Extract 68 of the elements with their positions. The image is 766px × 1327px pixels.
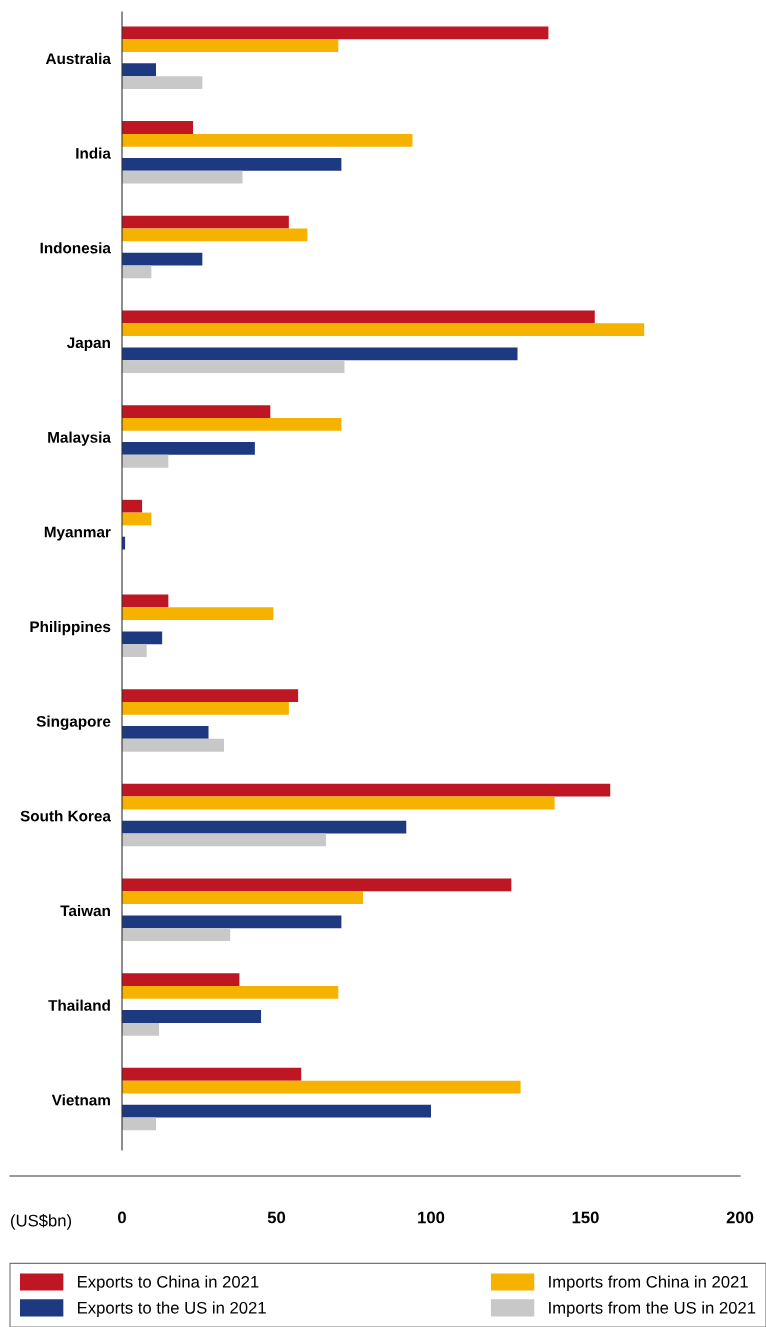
bar	[122, 689, 299, 702]
bar	[122, 323, 645, 337]
y-tick-label: Singapore	[36, 715, 111, 730]
bar	[122, 133, 413, 147]
bar	[122, 644, 147, 657]
bar	[122, 928, 231, 941]
bar	[122, 738, 224, 752]
y-tick-label: South Korea	[20, 810, 111, 822]
bar	[122, 26, 549, 40]
bar	[122, 454, 169, 468]
bar	[122, 63, 156, 77]
bar	[122, 158, 342, 171]
x-axis-title: (US$bn)	[11, 1213, 72, 1230]
bar	[122, 1080, 521, 1094]
bar	[122, 891, 364, 905]
bar	[122, 1010, 262, 1023]
x-tick-label: 100	[418, 1211, 445, 1224]
legend-label: Imports from China in 2021	[549, 1275, 748, 1292]
bar	[122, 499, 143, 513]
x-tick-label: 150	[572, 1211, 599, 1224]
x-tick-label: 200	[726, 1211, 754, 1224]
y-tick-label: India	[76, 147, 111, 159]
bar	[122, 252, 203, 266]
bar	[122, 1067, 302, 1081]
legend-label: Imports from the US in 2021	[549, 1301, 756, 1317]
bar	[122, 442, 255, 455]
y-tick-label: Australia	[45, 52, 111, 65]
bar	[122, 121, 194, 134]
legend-label: Exports to the US in 2021	[78, 1301, 266, 1317]
y-tick-label: Japan	[66, 337, 110, 352]
bar	[122, 607, 274, 621]
bar	[122, 631, 163, 645]
bar	[122, 796, 555, 810]
bar	[122, 310, 595, 324]
bar	[122, 878, 512, 892]
bar	[122, 512, 152, 526]
legend-label: Exports to China in 2021	[78, 1275, 259, 1292]
x-tick-label: 50	[267, 1211, 286, 1224]
bar	[122, 360, 345, 373]
bar	[122, 170, 243, 184]
bar	[122, 39, 339, 52]
bar	[122, 76, 203, 89]
bar	[122, 973, 240, 986]
bar	[122, 228, 308, 242]
bar	[122, 783, 611, 797]
bar	[122, 701, 289, 715]
y-tick-label: Myanmar	[44, 526, 111, 541]
bar	[122, 1022, 160, 1036]
y-tick-label: Malaysia	[48, 431, 111, 446]
bar	[122, 1104, 431, 1118]
bar	[122, 265, 152, 279]
y-tick-label: Taiwan	[60, 904, 110, 917]
bar	[122, 347, 518, 361]
bar	[122, 594, 169, 608]
bar	[122, 215, 289, 229]
bar	[122, 833, 326, 847]
y-tick-label: Vietnam	[51, 1094, 110, 1106]
y-tick-label: Philippines	[30, 620, 111, 636]
y-tick-label: Indonesia	[40, 242, 111, 254]
bar	[122, 1117, 156, 1131]
bar	[122, 417, 342, 431]
x-tick-label: 0	[118, 1211, 126, 1224]
bar	[122, 985, 339, 999]
bar	[122, 915, 342, 929]
y-tick-label: Thailand	[48, 999, 110, 1011]
bar	[122, 405, 271, 418]
bar	[122, 726, 209, 739]
bar	[122, 820, 407, 834]
